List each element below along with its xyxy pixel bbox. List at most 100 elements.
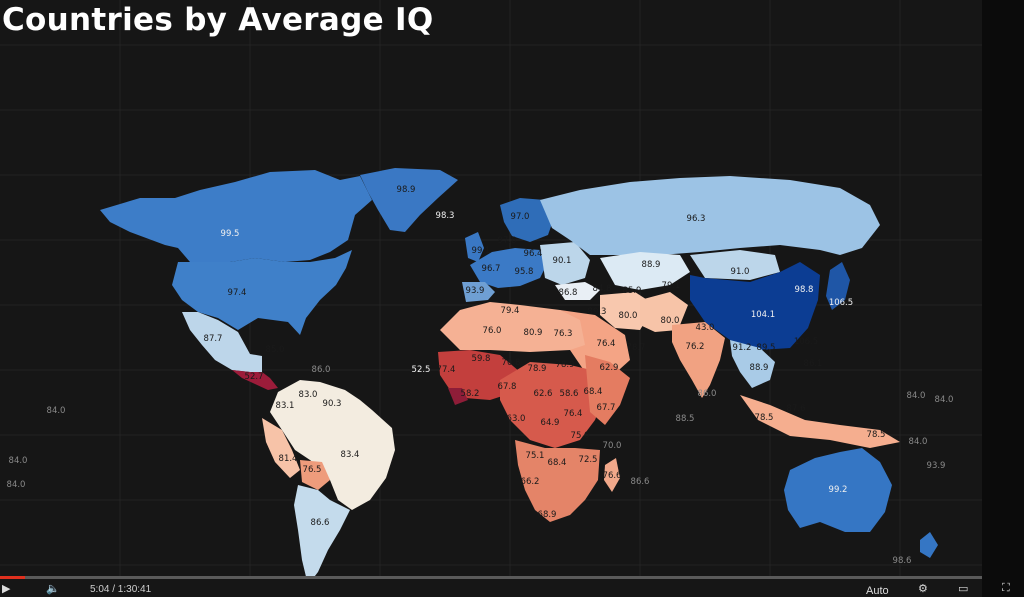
value-label: 79.4	[501, 306, 520, 316]
value-label: 63.0	[507, 414, 526, 424]
value-label: 98.6	[893, 556, 912, 566]
value-label: 84.8	[593, 284, 612, 294]
value-label: 86.6	[631, 477, 650, 487]
value-label: 86.0	[698, 389, 717, 399]
value-label: 91.2	[733, 343, 752, 353]
side-panel	[982, 0, 1024, 597]
value-label: 88.5	[676, 414, 695, 424]
settings-icon[interactable]: ⚙	[918, 583, 928, 595]
volume-icon[interactable]: 🔈	[46, 583, 60, 595]
value-label: 98.9	[397, 185, 416, 195]
value-label: 67.8	[498, 382, 517, 392]
region-uk	[465, 232, 484, 262]
value-label: 88.9	[750, 363, 769, 373]
value-label: 68.4	[548, 458, 567, 468]
value-label: 62.9	[600, 363, 619, 373]
quality-label[interactable]: Auto	[866, 585, 889, 597]
region-central-africa	[500, 362, 605, 448]
region-north-africa	[440, 302, 585, 352]
value-label: 90.3	[323, 399, 342, 409]
region-australia	[784, 448, 892, 532]
page-title: Countries by Average IQ	[2, 2, 434, 38]
value-label: 78.7	[627, 343, 646, 353]
ocean-value-label: 84.0	[907, 391, 926, 401]
value-label: 83.1	[276, 401, 295, 411]
video-player[interactable]: 99.5 98.9 98.3 97.4 87.7 85.0 52.7 83.0 …	[0, 0, 982, 597]
ocean-value-label: 84.0	[909, 437, 928, 447]
value-label: 89.5	[757, 343, 776, 353]
value-label: 85.9	[623, 286, 642, 296]
value-label: 76.6	[603, 471, 622, 481]
region-japan	[826, 262, 850, 310]
region-sierra-leone	[448, 388, 468, 405]
ocean-value-label: 84.0	[47, 406, 66, 416]
value-label: 88.9	[642, 260, 661, 270]
value-label: 75.1	[526, 451, 545, 461]
value-label: 76.5	[303, 465, 322, 475]
value-label: 67.7	[597, 403, 616, 413]
value-label: 80.0	[661, 316, 680, 326]
value-label: 104.1	[751, 310, 775, 320]
progress-bar[interactable]	[0, 576, 982, 579]
ocean-value-label: 84.0	[9, 456, 28, 466]
region-india	[672, 322, 725, 398]
region-argentina	[294, 485, 350, 576]
region-bolivia	[300, 460, 330, 490]
value-label: 78.9	[556, 360, 575, 370]
region-china	[690, 262, 820, 350]
region-pakistan	[640, 292, 688, 332]
play-icon[interactable]: ▶	[2, 583, 11, 595]
value-label: 97.8	[498, 236, 517, 246]
value-label: 70.0	[603, 441, 622, 451]
region-madagascar	[604, 458, 620, 492]
value-label: 78.5	[755, 413, 774, 423]
value-label: 76.4	[564, 409, 583, 419]
value-label: 98.8	[795, 285, 814, 295]
value-label: 75.0	[571, 431, 590, 441]
value-label: 97.4	[228, 288, 247, 298]
region-western-europe	[470, 248, 548, 288]
player-controls: ▶ 🔈 5:04 / 1:30:41 Auto ⚙ ▭ ⛶	[0, 580, 1024, 597]
value-label: 89.3	[588, 307, 607, 317]
ocean-value-label: 93.9	[927, 461, 946, 471]
value-label: 93.9	[466, 286, 485, 296]
ocean-value-label: 84.0	[7, 480, 26, 490]
theater-icon[interactable]: ▭	[958, 583, 969, 595]
region-southern-africa	[515, 440, 600, 522]
value-label: 87.7	[204, 334, 223, 344]
value-label: 62.6	[534, 389, 553, 399]
value-label: 72.5	[579, 455, 598, 465]
region-east-africa	[585, 355, 630, 425]
value-label: 70.8	[502, 358, 521, 368]
value-label: 87.6	[787, 404, 806, 414]
value-label: 91.0	[731, 267, 750, 277]
value-label: 80.9	[524, 328, 543, 338]
region-scandinavia	[500, 198, 555, 242]
world-map: 99.5 98.9 98.3 97.4 87.7 85.0 52.7 83.0 …	[0, 0, 982, 576]
value-label: 96.7	[482, 264, 501, 274]
ocean-value-label: 84.0	[935, 395, 954, 405]
region-mongolia	[690, 250, 780, 280]
region-eastern-europe	[540, 242, 590, 285]
map-value-labels: 99.5 98.9 98.3 97.4 87.7 85.0 52.7 83.0 …	[7, 185, 954, 566]
value-label: 52.5	[412, 365, 431, 375]
value-label: 83.0	[299, 390, 318, 400]
value-label: 52.7	[245, 372, 264, 382]
value-label: 86.8	[559, 288, 578, 298]
value-label: 86.1	[804, 359, 823, 369]
value-label: 58.6	[560, 389, 579, 399]
value-label: 86.6	[311, 518, 330, 528]
value-label: 76.3	[554, 329, 573, 339]
value-label: 78.9	[528, 364, 547, 374]
ocean-value-label: 86.0	[312, 365, 331, 375]
region-peru	[262, 418, 300, 478]
fullscreen-icon[interactable]: ⛶	[1002, 582, 1010, 594]
value-label: 76.4	[597, 339, 616, 349]
value-label: 106.5	[829, 298, 853, 308]
value-label: 59.8	[472, 354, 491, 364]
value-label: 76.0	[483, 326, 502, 336]
value-label: 99.2	[829, 485, 848, 495]
value-label: 106.5	[794, 337, 818, 347]
region-mexico	[182, 312, 262, 372]
value-label: 90.1	[553, 256, 572, 266]
